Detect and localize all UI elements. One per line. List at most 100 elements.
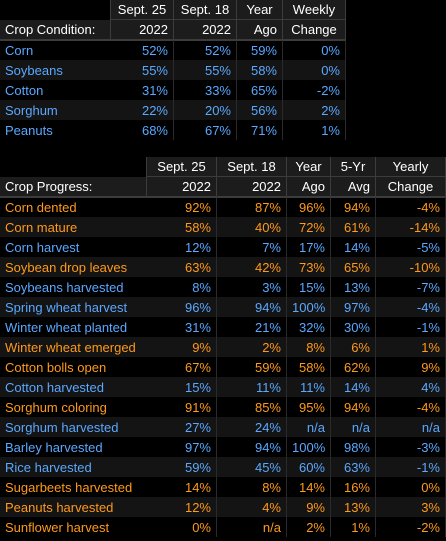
condition-row-value: 56% — [237, 100, 283, 120]
condition-col-header-bottom: Ago — [237, 20, 283, 40]
progress-row-value: 42% — [217, 257, 287, 277]
progress-header-blank — [0, 157, 147, 177]
progress-row-label: Sorghum coloring — [5, 399, 107, 415]
progress-row-value: 72% — [287, 217, 331, 237]
progress-row-value: -4% — [376, 397, 446, 417]
progress-row-value: 12% — [147, 497, 217, 517]
condition-row-value: 52% — [111, 40, 174, 60]
progress-row-label: Cotton harvested — [5, 379, 105, 395]
progress-col-header-top: Sept. 18 — [217, 157, 287, 177]
progress-table-row: Barley harvested 97% 94% 100% 98% -3% — [0, 437, 446, 457]
condition-row-value: 52% — [174, 40, 237, 60]
crop-progress-table: Sept. 25 Sept. 18 Year 5-Yr Yearly Crop … — [0, 157, 446, 537]
condition-header-top: Sept. 25 Sept. 18 Year Weekly — [0, 0, 346, 20]
progress-row-label: Cotton bolls open — [5, 359, 107, 375]
progress-row-label: Soybean drop leaves — [5, 259, 128, 275]
condition-row-value: 71% — [237, 120, 283, 140]
progress-table-row: Spring wheat harvest 96% 94% 100% 97% -4% — [0, 297, 446, 317]
progress-row-value: 17% — [287, 237, 331, 257]
progress-row-value: 96% — [147, 297, 217, 317]
condition-table-row: Soybeans 55% 55% 58% 0% — [0, 60, 346, 80]
condition-row-value: 0% — [283, 40, 346, 60]
condition-col-header-top: Sept. 25 — [111, 0, 174, 20]
condition-col-header-bottom: Change — [283, 20, 346, 40]
condition-row-value: -2% — [283, 80, 346, 100]
progress-row-label: Winter wheat emerged — [5, 339, 136, 355]
progress-row-value: 13% — [331, 497, 376, 517]
condition-row-label: Cotton — [5, 82, 44, 98]
progress-row-value: 61% — [331, 217, 376, 237]
progress-table-row: Cotton harvested 15% 11% 11% 14% 4% — [0, 377, 446, 397]
progress-row-value: 8% — [287, 337, 331, 357]
progress-row-label: Sunflower harvest — [5, 519, 110, 535]
progress-row-value: 9% — [287, 497, 331, 517]
progress-table-row: Sunflower harvest 0% n/a 2% 1% -2% — [0, 517, 446, 537]
progress-row-value: n/a — [217, 517, 287, 537]
progress-table-row: Corn dented 92% 87% 96% 94% -4% — [0, 197, 446, 217]
progress-col-header-bottom: Ago — [287, 177, 331, 197]
progress-row-value: 58% — [287, 357, 331, 377]
progress-row-value: 97% — [147, 437, 217, 457]
progress-table-row: Sugarbeets harvested 14% 8% 14% 16% 0% — [0, 477, 446, 497]
progress-row-value: -2% — [376, 517, 446, 537]
progress-col-header-bottom: Avg — [331, 177, 376, 197]
progress-row-value: 63% — [147, 257, 217, 277]
progress-table-row: Soybean drop leaves 63% 42% 73% 65% -10% — [0, 257, 446, 277]
condition-row-value: 55% — [111, 60, 174, 80]
condition-title: Crop Condition: — [0, 20, 111, 40]
progress-table-row: Corn harvest 12% 7% 17% 14% -5% — [0, 237, 446, 257]
progress-row-value: 96% — [287, 197, 331, 217]
condition-row-value: 1% — [283, 120, 346, 140]
condition-row-value: 2% — [283, 100, 346, 120]
progress-row-value: 24% — [217, 417, 287, 437]
progress-row-value: 62% — [331, 357, 376, 377]
progress-row-value: 15% — [147, 377, 217, 397]
progress-row-value: n/a — [287, 417, 331, 437]
progress-row-label: Corn mature — [5, 219, 78, 235]
progress-row-value: 59% — [147, 457, 217, 477]
progress-row-value: 14% — [331, 377, 376, 397]
progress-row-value: 9% — [376, 357, 446, 377]
condition-row-value: 67% — [174, 120, 237, 140]
progress-row-value: -7% — [376, 277, 446, 297]
progress-row-value: 59% — [217, 357, 287, 377]
condition-col-header-bottom: 2022 — [111, 20, 174, 40]
progress-row-value: 30% — [331, 317, 376, 337]
progress-row-label: Barley harvested — [5, 439, 103, 455]
condition-row-value: 65% — [237, 80, 283, 100]
progress-table-row: Soybeans harvested 8% 3% 15% 13% -7% — [0, 277, 446, 297]
progress-col-header-bottom: 2022 — [217, 177, 287, 197]
progress-row-value: 14% — [331, 237, 376, 257]
progress-row-value: -14% — [376, 217, 446, 237]
condition-row-label: Corn — [0, 40, 111, 60]
progress-table-row: Sorghum coloring 91% 85% 95% 94% -4% — [0, 397, 446, 417]
progress-table-row: Winter wheat planted 31% 21% 32% 30% -1% — [0, 317, 446, 337]
progress-row-value: 11% — [217, 377, 287, 397]
progress-row-value: 8% — [217, 477, 287, 497]
progress-header-top: Sept. 25 Sept. 18 Year 5-Yr Yearly — [0, 157, 446, 177]
progress-row-label: Rice harvested — [5, 459, 92, 475]
condition-row-value: 22% — [111, 100, 174, 120]
condition-row-value: 31% — [111, 80, 174, 100]
condition-row-value: 68% — [111, 120, 174, 140]
progress-row-value: 95% — [287, 397, 331, 417]
progress-row-value: 85% — [217, 397, 287, 417]
progress-row-value: -4% — [376, 197, 446, 217]
progress-table-row: Corn mature 58% 40% 72% 61% -14% — [0, 217, 446, 237]
progress-col-header-bottom: 2022 — [147, 177, 217, 197]
condition-col-header-top: Year — [237, 0, 283, 20]
progress-row-value: 65% — [331, 257, 376, 277]
progress-row-value: 14% — [287, 477, 331, 497]
progress-row-label: Spring wheat harvest — [5, 299, 128, 315]
progress-row-value: 94% — [331, 397, 376, 417]
condition-row-value: 58% — [237, 60, 283, 80]
progress-col-header-top: 5-Yr — [331, 157, 376, 177]
progress-row-value: 27% — [147, 417, 217, 437]
progress-col-header-bottom: Change — [376, 177, 446, 197]
crop-progress-body: Sept. 25 Sept. 18 Year 5-Yr Yearly Crop … — [0, 157, 446, 537]
progress-row-value: 3% — [376, 497, 446, 517]
progress-row-value: 13% — [331, 277, 376, 297]
progress-row-value: 73% — [287, 257, 331, 277]
progress-table-row: Cotton bolls open 67% 59% 58% 62% 9% — [0, 357, 446, 377]
progress-row-value: -10% — [376, 257, 446, 277]
